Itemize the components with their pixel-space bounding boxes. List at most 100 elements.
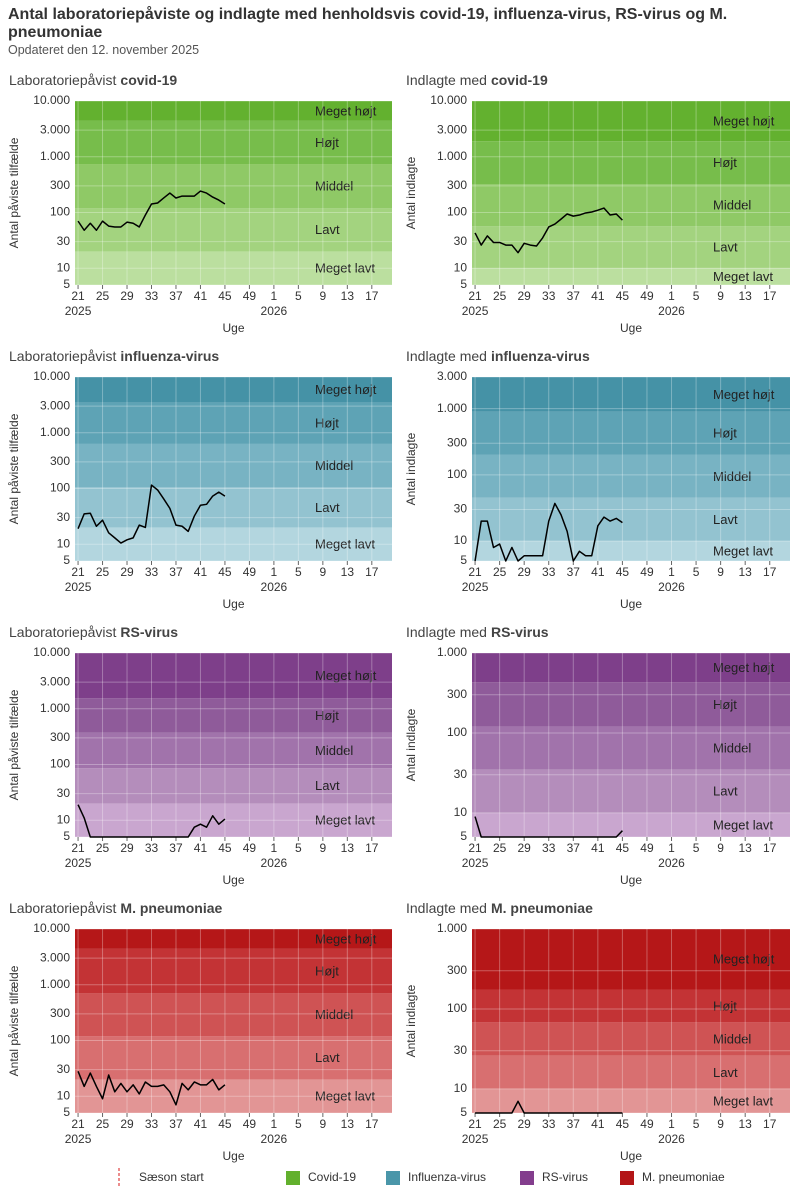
x-tick-label: 29: [518, 1117, 532, 1131]
band-label: Højt: [315, 416, 339, 431]
risk-band: [75, 377, 392, 403]
x-tick-label: 13: [739, 1117, 753, 1131]
x-tick-label: 49: [640, 1117, 654, 1131]
x-tick-label: 29: [120, 841, 134, 855]
panel-title-prefix: Indlagte med: [406, 72, 487, 88]
x-tick-label: 9: [320, 1117, 327, 1131]
y-tick-label: 5: [63, 553, 70, 567]
band-label: Meget lavt: [713, 543, 773, 558]
y-tick-label: 3.000: [40, 398, 70, 412]
risk-band: [472, 653, 790, 683]
x-tick-label: 5: [693, 565, 700, 579]
panel-title-emphasis: RS-virus: [491, 624, 549, 640]
band-label: Meget højt: [315, 103, 377, 118]
band-label: Middel: [713, 198, 751, 213]
band-label: Højt: [315, 964, 339, 979]
x-tick-label: 49: [243, 565, 257, 579]
panel-title-prefix: Indlagte med: [406, 624, 487, 640]
x-tick-label: 25: [493, 1117, 507, 1131]
header: Antal laboratoriepåviste og indlagte med…: [8, 6, 778, 57]
y-tick-label: 300: [50, 178, 70, 192]
y-axis-label: Antal påviste tilfælde: [7, 689, 21, 800]
x-tick-label: 25: [493, 841, 507, 855]
y-tick-label: 1.000: [40, 425, 70, 439]
panel-title-emphasis: influenza-virus: [120, 348, 219, 364]
y-tick-label: 100: [447, 725, 467, 739]
y-tick-label: 100: [50, 757, 70, 771]
x-axis-label: Uge: [222, 1149, 244, 1163]
risk-band: [75, 1036, 392, 1080]
risk-band: [472, 1088, 790, 1113]
y-tick-label: 300: [50, 730, 70, 744]
panel-title-prefix: Laboratoriepåvist: [9, 624, 117, 640]
x-tick-label: 29: [120, 565, 134, 579]
y-tick-label: 5: [460, 1105, 467, 1119]
y-tick-label: 30: [454, 1043, 468, 1057]
y-tick-label: 3.000: [40, 674, 70, 688]
y-axis-label: Antal indlagte: [404, 432, 418, 505]
x-tick-label: 13: [739, 289, 753, 303]
page-subtitle: Opdateret den 12. november 2025: [8, 43, 200, 57]
panel: Laboratoriepåvist M. pneumoniae Meget lavt…: [7, 900, 392, 1163]
series-line: [77, 804, 226, 838]
band-label: Lavt: [713, 1065, 738, 1080]
y-tick-label: 300: [50, 454, 70, 468]
x-tick-label: 25: [493, 289, 507, 303]
band-label: Middel: [713, 1031, 751, 1046]
y-tick-label: 100: [50, 205, 70, 219]
x-tick-label: 41: [591, 841, 605, 855]
year-label: 2025: [65, 856, 92, 870]
x-tick-label: 29: [518, 565, 532, 579]
x-tick-label: 5: [295, 841, 302, 855]
x-tick-label: 21: [71, 289, 85, 303]
x-tick-label: 1: [668, 565, 675, 579]
y-tick-label: 5: [63, 277, 70, 291]
x-tick-label: 45: [616, 1117, 630, 1131]
band-label: Meget lavt: [315, 1089, 375, 1104]
x-tick-label: 37: [169, 1117, 183, 1131]
series-line: [77, 484, 226, 544]
x-tick-label: 45: [218, 289, 232, 303]
x-tick-label: 41: [591, 289, 605, 303]
risk-band: [472, 989, 790, 1023]
series-line: [77, 190, 226, 231]
x-tick-label: 45: [616, 289, 630, 303]
y-tick-label: 10.000: [33, 921, 70, 935]
legend-marker: [286, 1171, 300, 1185]
band-label: Lavt: [315, 778, 340, 793]
x-tick-label: 45: [218, 841, 232, 855]
risk-band: [472, 769, 790, 813]
y-tick-label: 30: [57, 510, 71, 524]
legend-item: RS-virus: [520, 1170, 588, 1185]
y-axis-label: Antal indlagte: [404, 708, 418, 781]
risk-band: [75, 527, 392, 561]
x-tick-label: 1: [271, 289, 278, 303]
x-tick-label: 17: [365, 565, 379, 579]
x-tick-label: 5: [693, 841, 700, 855]
panel: Indlagte med RS-virus Meget lavt Lavt Middel…: [404, 624, 790, 887]
y-axis-label: Antal indlagte: [404, 156, 418, 229]
risk-band: [75, 732, 392, 769]
y-tick-label: 1.000: [437, 149, 467, 163]
x-tick-label: 13: [341, 565, 355, 579]
legend-marker: [520, 1171, 534, 1185]
x-tick-label: 33: [145, 289, 159, 303]
x-tick-label: 17: [763, 841, 777, 855]
band-label: Lavt: [315, 500, 340, 515]
band-label: Meget højt: [713, 114, 775, 129]
y-tick-label: 100: [447, 1001, 467, 1015]
y-tick-label: 300: [447, 687, 467, 701]
y-axis-label: Antal påviste tilfælde: [7, 413, 21, 524]
legend-label: Influenza-virus: [408, 1170, 486, 1184]
y-tick-label: 3.000: [40, 950, 70, 964]
x-tick-label: 49: [640, 289, 654, 303]
risk-band: [75, 251, 392, 285]
year-label: 2026: [261, 580, 288, 594]
x-tick-label: 21: [468, 1117, 482, 1131]
risk-band: [75, 929, 392, 949]
x-tick-label: 21: [468, 841, 482, 855]
y-tick-label: 10.000: [430, 93, 467, 107]
x-tick-label: 41: [591, 565, 605, 579]
y-tick-label: 1.000: [437, 921, 467, 935]
